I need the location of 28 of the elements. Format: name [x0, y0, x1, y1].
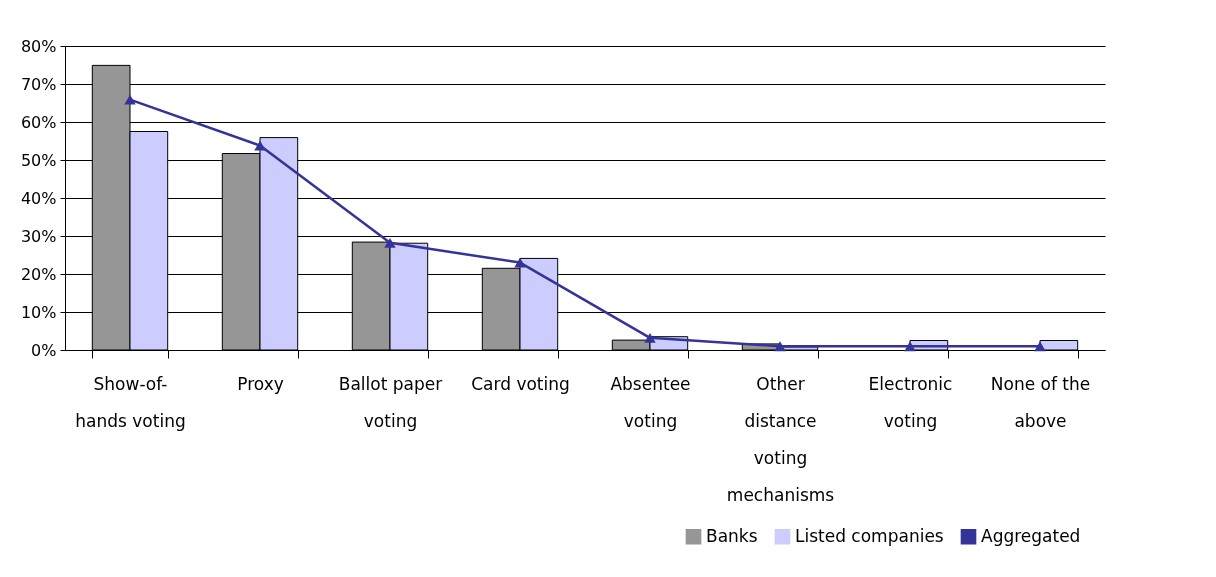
point — [124, 94, 136, 105]
point — [1034, 341, 1046, 352]
point — [644, 332, 656, 343]
x-tick-label: Absentee voting — [610, 373, 691, 431]
point — [904, 341, 916, 352]
x-tick-label: Card voting — [471, 373, 570, 394]
y-tick-label: 40% — [20, 188, 57, 208]
point — [254, 140, 266, 151]
y-tick-label: 60% — [20, 112, 57, 132]
x-tick-label: Ballot paper voting — [338, 373, 443, 431]
point — [514, 257, 526, 268]
legend-label: Listed companies — [795, 525, 944, 546]
point — [384, 237, 396, 248]
y-tick-label: 10% — [20, 302, 57, 322]
x-tick-label: Other distance voting mechanisms — [726, 373, 835, 505]
y-tick-label: 0% — [31, 340, 57, 360]
y-tick-label: 80% — [20, 36, 57, 56]
point — [774, 341, 786, 352]
legend-label: Banks — [706, 525, 758, 546]
y-tick-label: 70% — [20, 74, 57, 94]
x-tick-label: Show-of-hands voting — [75, 373, 186, 431]
y-tick-label: 50% — [20, 150, 57, 170]
y-tick-label: 20% — [20, 264, 57, 284]
x-tick-label: None of the above — [990, 373, 1091, 431]
x-tick-label: Proxy — [237, 373, 284, 394]
y-tick-label: 30% — [20, 226, 57, 246]
x-tick-label: Electronic voting — [868, 373, 953, 431]
legend-label: Aggregated — [981, 525, 1081, 546]
